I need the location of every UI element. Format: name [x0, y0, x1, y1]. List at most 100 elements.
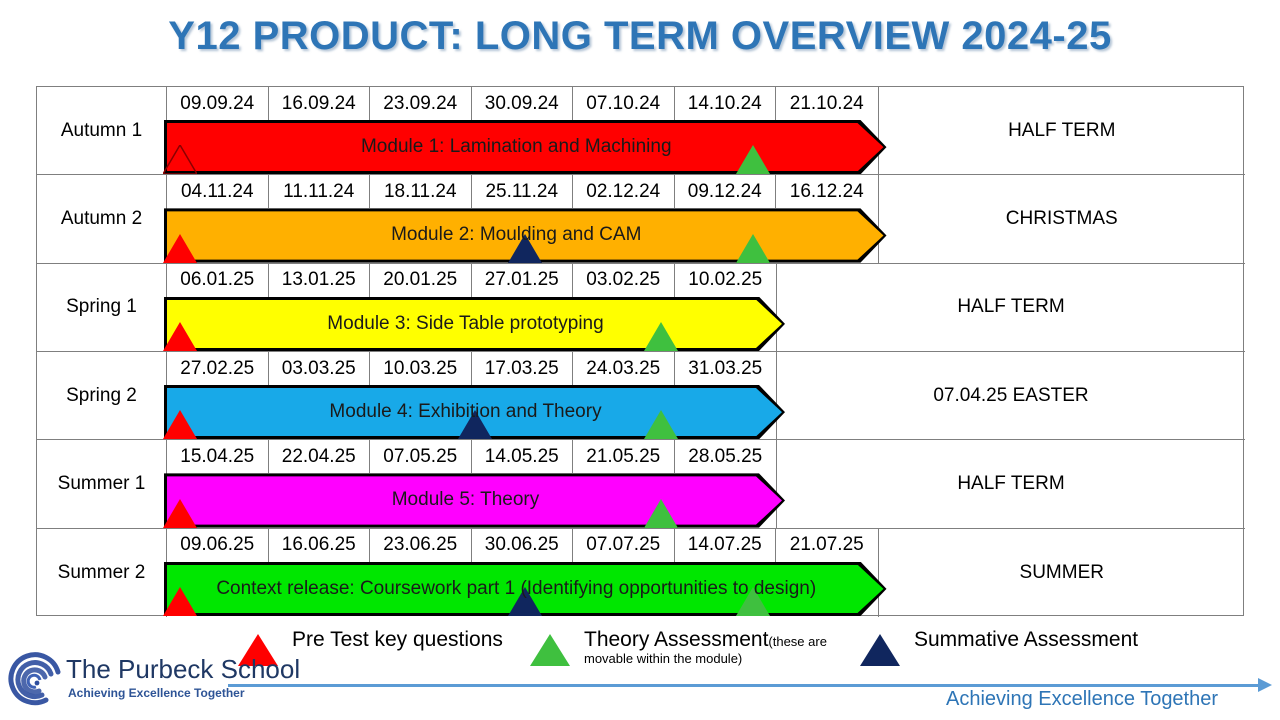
term-label-5: Summer 1: [37, 440, 167, 528]
week-date-cell: 14.05.25: [472, 440, 573, 474]
term-row: Autumn 2 04.11.24 11.11.24 18.11.24 25.11.24…: [37, 175, 1246, 264]
week-date-header: 04.11.24 11.11.24 18.11.24 25.11.24 02.12.24…: [167, 175, 878, 209]
holiday-cell: CHRISTMAS: [877, 175, 1246, 263]
week-date-cell: 30.06.25: [472, 528, 573, 562]
page-title: Y12 PRODUCT: LONG TERM OVERVIEW 2024-25: [168, 14, 1112, 58]
week-date-cell: 23.09.24: [370, 87, 472, 120]
marker-theory-assessment[interactable]: [735, 145, 770, 175]
term-row: Summer 2 09.06.25 16.06.25 23.06.25 30.06.25…: [37, 528, 1246, 617]
term-row: Spring 2 27.02.25 03.03.25 10.03.25 17.03.25…: [37, 352, 1245, 441]
term-row: Autumn 1 09.09.24 16.09.24 23.09.24 30.09.24…: [37, 87, 1246, 176]
marker-pre-test[interactable]: [162, 498, 197, 528]
term-label-4: Spring 2: [37, 352, 167, 440]
legend: Pre Test key questions Theory Assessment…: [0, 628, 1280, 688]
week-date-header: 09.09.24 16.09.24 23.09.24 30.09.24 07.10.24…: [167, 87, 878, 120]
legend-note-theory-line1: (these are: [768, 634, 827, 649]
marker-pre-test[interactable]: [162, 586, 197, 616]
week-date-cell: 09.06.25: [167, 528, 269, 562]
week-date-cell: 03.03.25: [269, 352, 370, 385]
week-date-cell: 11.11.24: [269, 175, 370, 209]
week-date-cell: 07.07.25: [573, 528, 675, 562]
week-date-cell: 15.04.25: [167, 440, 269, 474]
marker-summative-assessment[interactable]: [508, 586, 543, 616]
school-motto: Achieving Excellence Together: [68, 686, 245, 700]
marker-theory-assessment[interactable]: [643, 498, 678, 528]
week-date-cell: 20.01.25: [370, 263, 472, 297]
term-row: Summer 1 15.04.25 22.04.25 07.05.25 14.05.25…: [37, 440, 1245, 529]
school-logo: The Purbeck School Achieving Excellence …: [6, 652, 300, 714]
marker-summative-assessment[interactable]: [457, 410, 492, 440]
week-date-cell: 28.05.25: [688, 445, 763, 467]
holiday-cell: HALF TERM: [776, 440, 1245, 528]
ammonite-shell-icon: [6, 652, 64, 710]
red-triangle-icon: [238, 634, 278, 666]
week-date-cell: 02.12.24: [573, 175, 675, 209]
module-bar-fill: [167, 123, 884, 171]
module-bar-outline: [164, 297, 785, 351]
week-date-cell: 09.12.24: [675, 175, 776, 209]
legend-label-summative: Summative Assessment: [914, 628, 1139, 651]
week-date-cell: 24.03.25: [573, 352, 675, 385]
legend-item-theory-assessment: Theory Assessment(these are movable with…: [530, 628, 827, 667]
module-bar[interactable]: Context release: Coursework part 1 (Iden…: [162, 562, 887, 616]
marker-theory-assessment[interactable]: [735, 586, 770, 616]
term-row: Spring 1 06.01.25 13.01.25 20.01.25 27.01.25…: [37, 263, 1245, 352]
holiday-cell: HALF TERM: [877, 87, 1246, 175]
marker-theory-assessment[interactable]: [735, 233, 770, 263]
week-date-header: 27.02.25 03.03.25 10.03.25 17.03.25 24.03.25…: [167, 352, 776, 385]
module-bar[interactable]: Module 4: Exhibition and Theory: [162, 385, 785, 440]
module-bar[interactable]: Module 3: Side Table prototyping: [162, 297, 785, 351]
footer-tagline: Achieving Excellence Together: [946, 688, 1219, 710]
module-bar[interactable]: Module 2: Moulding and CAM: [162, 208, 887, 263]
holiday-cell: HALF TERM: [776, 263, 1245, 351]
week-date-cell: 07.05.25: [370, 440, 472, 474]
week-date-cell: 18.11.24: [370, 175, 472, 209]
week-date-cell: 16.06.25: [269, 528, 370, 562]
term-label-1: Autumn 1: [37, 87, 167, 175]
marker-theory-assessment[interactable]: [643, 410, 678, 440]
week-date-cell: 23.06.25: [370, 528, 472, 562]
week-date-cell: 03.02.25: [573, 263, 675, 297]
week-date-cell: 21.05.25: [573, 440, 675, 474]
week-date-cell: 22.04.25: [269, 440, 370, 474]
week-date-cell: 10.03.25: [370, 352, 472, 385]
marker-pre-test[interactable]: [162, 410, 197, 440]
module-bar-outline: [164, 473, 785, 527]
week-date-cell: 30.09.24: [472, 87, 573, 120]
legend-item-summative-assessment: Summative Assessment: [860, 628, 1138, 666]
marker-pre-test[interactable]: [162, 233, 197, 263]
footer-arrow-icon: [1258, 678, 1272, 692]
week-date-cell: 13.01.25: [269, 263, 370, 297]
week-date-cell: 17.03.25: [472, 352, 573, 385]
week-date-cell: 31.03.25: [688, 357, 763, 379]
week-date-cell: 25.11.24: [472, 175, 573, 209]
week-date-cell: 21.07.25: [789, 534, 864, 556]
legend-label-pre-test: Pre Test key questions: [292, 628, 503, 651]
module-bar[interactable]: Module 1: Lamination and Machining: [161, 120, 887, 176]
navy-triangle-icon: [860, 634, 900, 666]
week-date-cell: 07.10.24: [573, 87, 675, 120]
marker-summative-assessment[interactable]: [508, 233, 543, 263]
marker-pre-test[interactable]: [161, 143, 199, 176]
module-bar[interactable]: Module 5: Theory: [162, 473, 785, 528]
marker-pre-test[interactable]: [162, 321, 197, 351]
week-date-cell: 16.09.24: [269, 87, 370, 120]
holiday-cell: SUMMER: [877, 528, 1246, 617]
week-date-cell: 10.02.25: [688, 269, 763, 291]
week-date-header: 09.06.25 16.06.25 23.06.25 30.06.25 07.07.25…: [167, 528, 878, 562]
week-date-cell: 27.01.25: [472, 263, 573, 297]
week-date-cell: 06.01.25: [167, 263, 269, 297]
legend-note-theory-line2: movable within the module): [584, 651, 743, 667]
legend-label-theory: Theory Assessment: [584, 628, 769, 651]
marker-theory-assessment[interactable]: [643, 321, 678, 351]
week-date-cell: 27.02.25: [167, 352, 269, 385]
week-date-cell: 14.07.25: [675, 528, 776, 562]
term-label-2: Autumn 2: [37, 175, 167, 263]
week-date-cell: 16.12.24: [789, 180, 864, 202]
term-label-3: Spring 1: [37, 263, 167, 351]
week-date-cell: 21.10.24: [789, 92, 864, 114]
school-name: The Purbeck School: [66, 654, 301, 684]
week-date-header: 15.04.25 22.04.25 07.05.25 14.05.25 21.05.25…: [167, 440, 776, 474]
module-bar-fill: [167, 476, 782, 524]
